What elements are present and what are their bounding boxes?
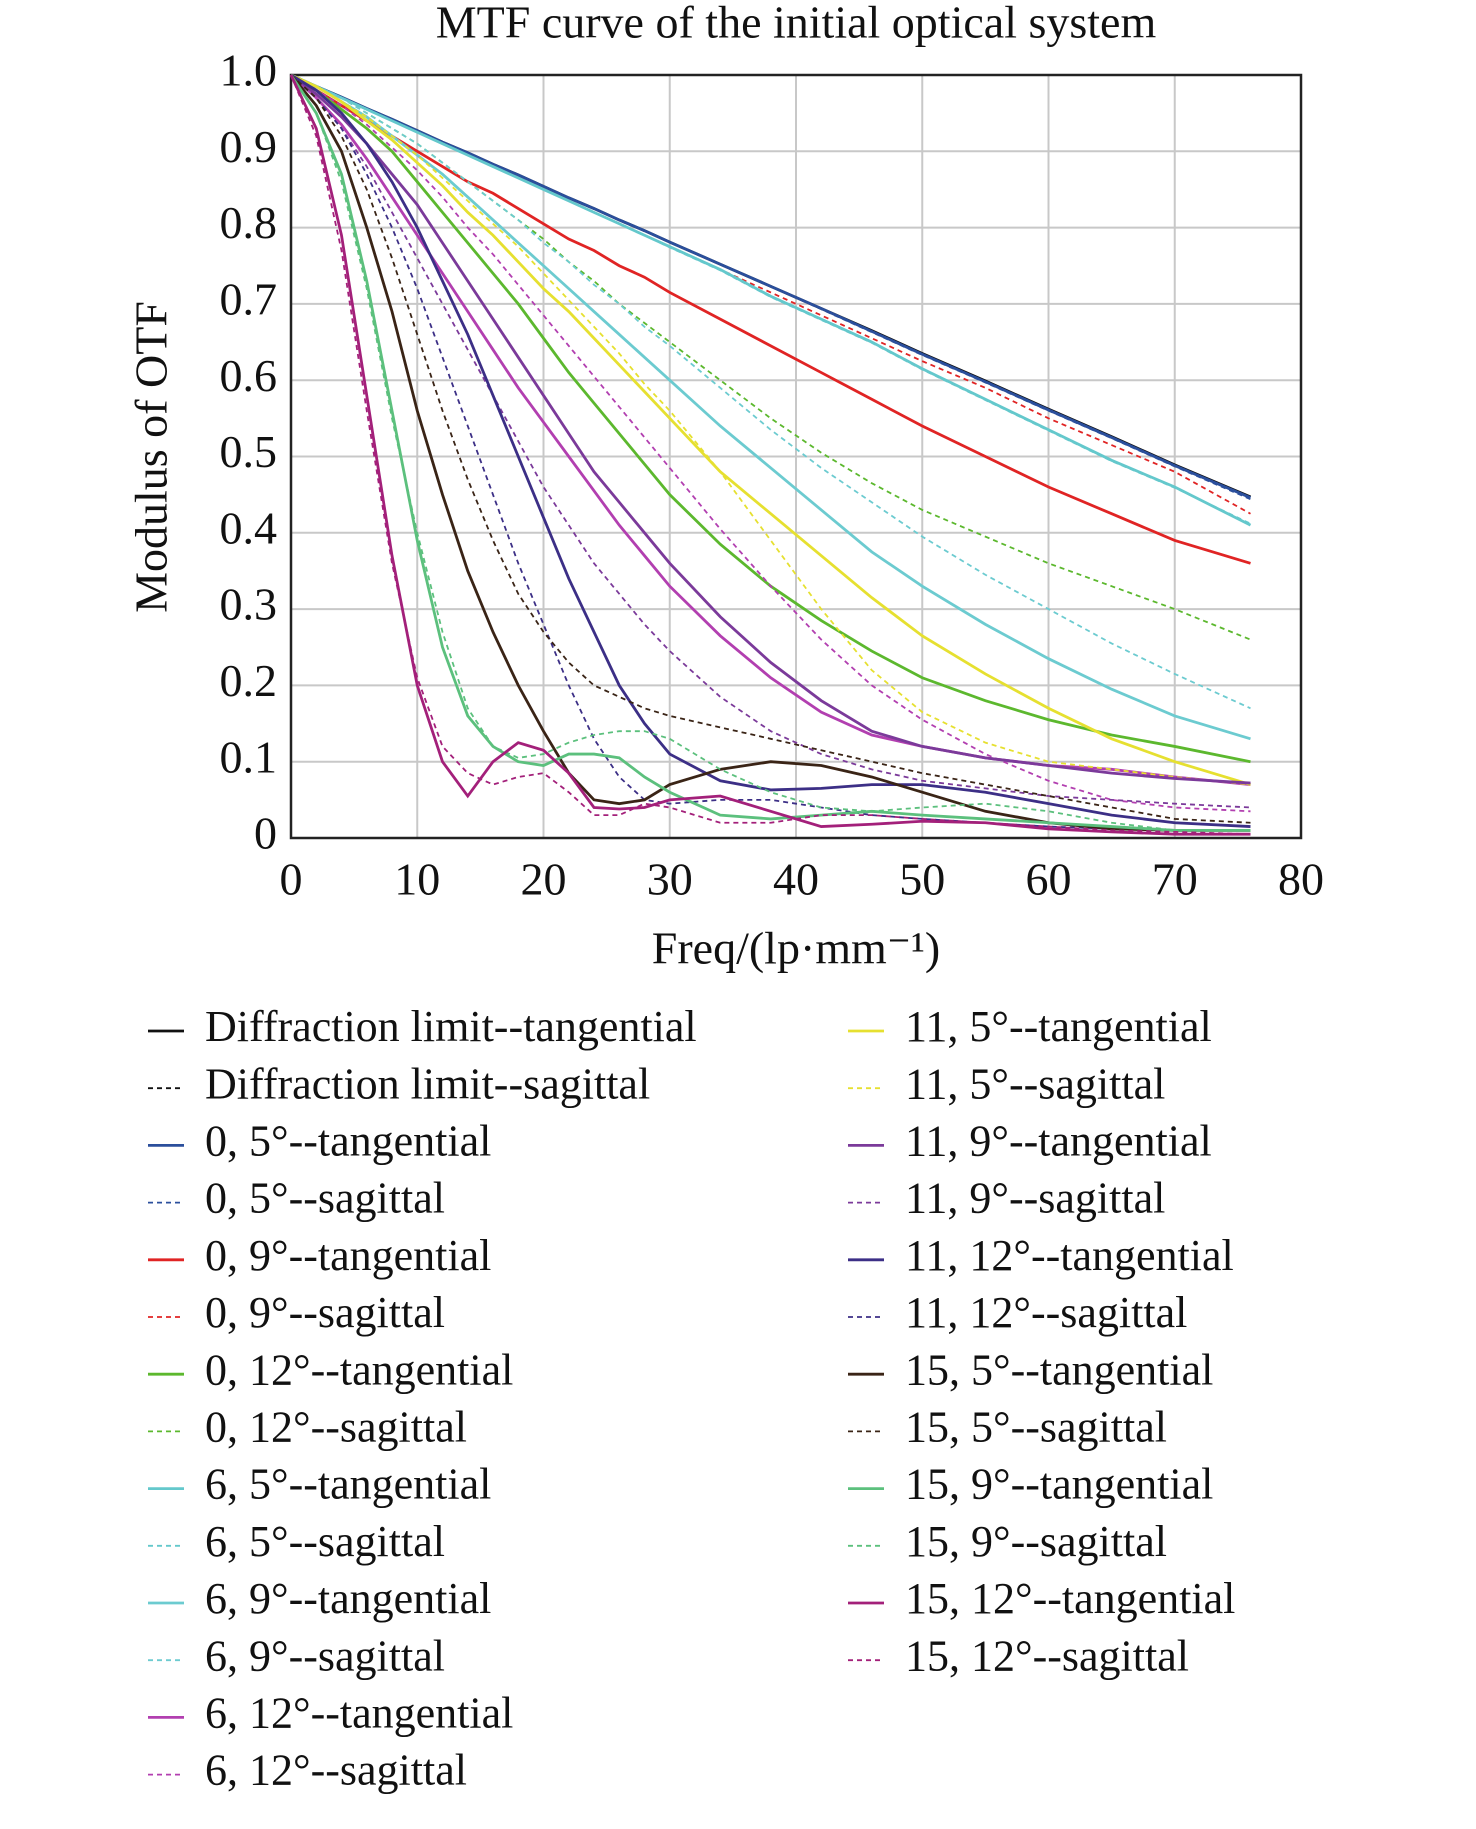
y-tick-label: 0.2 [220,655,278,706]
chart-title: MTF curve of the initial optical system [436,0,1157,48]
legend-label: 11, 12°--tangential [905,1231,1234,1280]
legend-label: 0, 5°--sagittal [205,1174,445,1223]
legend-label: 0, 12°--sagittal [205,1402,467,1451]
x-tick-label: 30 [647,854,693,905]
x-tick-label: 0 [280,854,303,905]
legend-label: 15, 12°--sagittal [905,1631,1189,1680]
mtf-line [290,74,1251,641]
legend-label: 6, 5°--sagittal [205,1517,445,1566]
x-tick-label: 80 [1278,854,1324,905]
legend-label: 0, 9°--tangential [205,1231,491,1280]
legend-label: 15, 9°--tangential [905,1460,1213,1509]
mtf-line [289,74,1251,836]
x-tick-label: 10 [394,854,440,905]
legend-label: 15, 9°--sagittal [905,1517,1167,1566]
mtf-line [290,73,1251,786]
mtf-line [290,73,1251,764]
legend-label: 15, 5°--sagittal [905,1402,1167,1451]
plot-frame [289,73,1303,840]
y-tick-label: 0 [254,808,277,859]
legend-label: 15, 5°--tangential [905,1345,1213,1394]
mtf-line [290,74,1251,786]
y-tick-label: 0.3 [220,579,278,630]
legend-label: 6, 5°--tangential [205,1460,491,1509]
legend-label: 15, 12°--tangential [905,1574,1235,1623]
legend-label: 0, 5°--tangential [205,1116,491,1165]
legend-label: 0, 9°--sagittal [205,1288,445,1337]
legend-label: 11, 5°--sagittal [905,1059,1165,1108]
mtf-line [289,74,1251,832]
mtf-line [290,74,1251,501]
y-tick-label: 0.6 [220,350,278,401]
legend-label: 6, 12°--sagittal [205,1746,467,1795]
legend-label: 11, 5°--tangential [905,1002,1212,1051]
mtf-line [290,73,1251,565]
legend-label: Diffraction limit--tangential [205,1002,697,1051]
mtf-line [290,74,1251,809]
legend-label: 11, 9°--tangential [905,1116,1212,1165]
y-tick-label: 0.5 [220,426,278,477]
y-tick-label: 0.8 [220,197,278,248]
x-tick-label: 60 [1026,854,1072,905]
mtf-line [290,74,1251,832]
x-tick-label: 40 [773,854,819,905]
mtf-line [290,74,1251,710]
mtf-line [290,74,1251,836]
legend-label: Diffraction limit--sagittal [205,1059,650,1108]
mtf-line [289,74,1251,832]
mtf-line [290,74,1251,824]
x-tick-label: 70 [1152,854,1198,905]
legend-label: 6, 9°--tangential [205,1574,491,1623]
mtf-line [290,73,1251,785]
mtf-line [290,73,1251,828]
legend-label: 6, 12°--tangential [205,1688,513,1737]
x-tick-label: 50 [899,854,945,905]
legend-label: 11, 12°--sagittal [905,1288,1187,1337]
mtf-line [290,74,1251,525]
mtf-line [290,74,1251,813]
y-tick-label: 0.4 [220,502,278,553]
y-tick-label: 0.7 [220,273,278,324]
legend-label: 0, 12°--tangential [205,1345,513,1394]
legend-label: 11, 9°--sagittal [905,1174,1165,1223]
y-axis-label: Modulus of OTF [126,301,177,613]
mtf-line [290,73,1251,741]
legend-label: 6, 9°--sagittal [205,1631,445,1680]
x-axis-label: Freq/(lp·mm⁻¹) [652,923,940,974]
y-tick-label: 0.1 [220,731,278,782]
y-tick-label: 1.0 [220,45,278,96]
mtf-line [290,73,1251,786]
x-tick-label: 20 [521,854,567,905]
y-tick-label: 0.9 [220,121,278,172]
